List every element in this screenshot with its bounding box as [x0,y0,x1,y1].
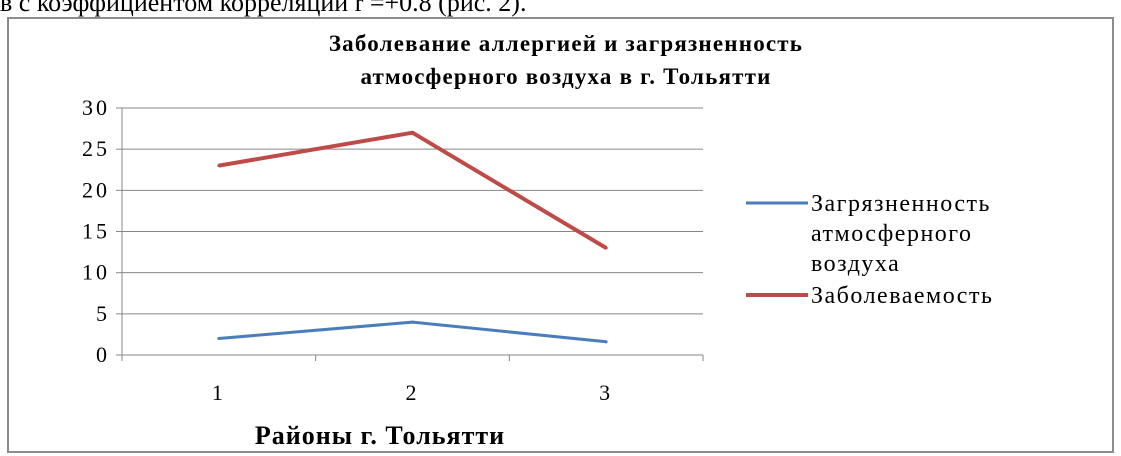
data-point [604,340,608,344]
data-point [217,337,221,341]
legend-label-1: атмосферного [811,221,973,247]
legend-label-1: воздуха [811,251,900,277]
data-point [411,131,414,135]
y-tick-label: 0 [96,342,110,367]
x-tick-label: 2 [406,380,420,405]
chart-title: Заболевание аллергией и загрязненность а… [329,31,803,89]
chart-title-line-2: атмосферного воздуха в г. Тольятти [360,64,771,89]
data-point [411,320,414,324]
chart-title-line-1: Заболевание аллергией и загрязненность [329,31,803,56]
gridlines [122,107,703,315]
y-tick-label: 5 [96,301,110,326]
caption-text-above-chart: в с коэффициентом корреляции r =+0.8 (ри… [0,0,527,17]
x-tick-label: 3 [599,380,613,405]
x-axis-label: Районы г. Тольятти [255,421,505,450]
data-point [604,246,608,250]
y-tick-label: 30 [82,95,110,120]
legend-label-2: Заболеваемость [811,283,993,309]
y-tick-label: 20 [82,177,110,202]
legend: Загрязненность атмосферного воздуха Заболев… [746,191,993,309]
y-tick-label: 25 [82,136,110,161]
chart-frame [7,17,1114,453]
axes: 0 5 10 15 20 25 30 1 2 3 [82,95,704,405]
series-lines [217,130,608,344]
data-point [217,164,221,168]
series-line-1 [218,320,607,344]
y-tick-label: 10 [82,260,110,285]
x-tick-label: 1 [212,380,226,405]
y-tick-label: 15 [82,219,110,244]
legend-label-1: Загрязненность [811,191,991,217]
